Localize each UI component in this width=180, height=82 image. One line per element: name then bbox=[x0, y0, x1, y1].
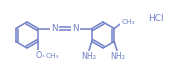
Text: CH₃: CH₃ bbox=[122, 20, 135, 26]
Text: NH₂: NH₂ bbox=[110, 52, 125, 61]
Text: HCl: HCl bbox=[148, 14, 164, 23]
Text: NH₂: NH₂ bbox=[81, 52, 96, 61]
Text: N: N bbox=[72, 24, 79, 33]
Text: CH₃: CH₃ bbox=[46, 52, 59, 58]
Text: O: O bbox=[35, 51, 41, 60]
Text: N: N bbox=[51, 24, 58, 33]
